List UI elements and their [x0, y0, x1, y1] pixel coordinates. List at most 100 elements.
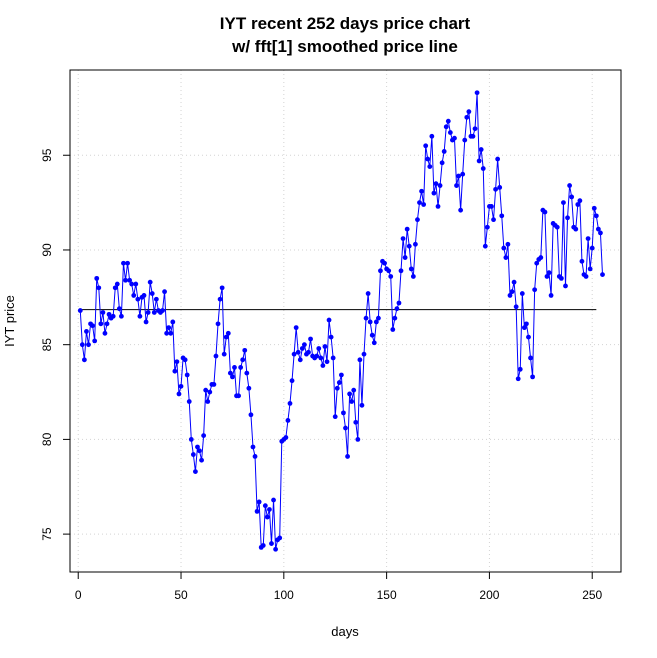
price-point	[289, 378, 295, 384]
price-point	[419, 188, 424, 194]
price-point	[190, 452, 196, 457]
price-point	[437, 183, 443, 188]
price-point	[466, 109, 472, 115]
price-point	[301, 342, 307, 348]
price-point	[217, 296, 223, 302]
price-point	[314, 353, 320, 359]
price-point	[526, 334, 531, 340]
x-tick-label: 0	[75, 588, 82, 602]
price-point	[517, 366, 523, 372]
price-point	[299, 346, 305, 351]
price-point	[544, 274, 550, 279]
price-point	[388, 274, 394, 279]
y-axis-label: IYT price	[2, 295, 17, 347]
price-point	[542, 209, 548, 215]
price-point	[493, 186, 498, 192]
price-point	[478, 147, 484, 152]
price-point	[174, 359, 180, 365]
price-point	[106, 311, 112, 317]
price-point	[244, 370, 250, 376]
price-point	[227, 370, 233, 376]
price-point	[558, 275, 564, 281]
price-point	[195, 444, 200, 450]
grid	[70, 70, 621, 572]
price-point	[503, 255, 509, 260]
price-point	[341, 410, 346, 416]
price-point	[445, 118, 451, 124]
price-point	[240, 357, 246, 363]
price-point	[472, 126, 478, 132]
price-point	[579, 258, 585, 264]
price-point	[308, 336, 313, 342]
price-point	[90, 323, 96, 329]
price-point	[439, 160, 445, 166]
price-point	[347, 391, 353, 397]
price-point	[230, 374, 235, 380]
price-point	[413, 241, 418, 247]
price-point	[320, 363, 326, 368]
price-point	[392, 315, 398, 321]
price-point	[464, 114, 470, 120]
price-point	[172, 368, 178, 374]
chart-title: IYT recent 252 days price chart	[220, 14, 471, 33]
price-point	[219, 285, 225, 291]
price-point	[86, 342, 91, 348]
price-point	[585, 236, 591, 242]
price-point	[215, 321, 221, 327]
price-point	[371, 340, 377, 346]
price-point	[271, 497, 276, 503]
price-point	[211, 382, 217, 387]
price-point	[402, 255, 408, 260]
price-point	[153, 296, 159, 302]
x-axis-label: days	[331, 624, 359, 639]
price-point	[431, 190, 437, 196]
price-point	[365, 291, 371, 296]
price-point	[484, 224, 490, 230]
x-tick-label: 200	[479, 588, 499, 602]
price-point	[246, 385, 252, 391]
price-point	[225, 330, 231, 336]
price-point	[260, 543, 266, 548]
price-point	[102, 330, 108, 336]
price-point	[480, 166, 486, 171]
y-tick-label: 90	[40, 243, 54, 257]
x-axis: 0 50 100 150 200 250	[75, 571, 603, 602]
price-point	[415, 217, 420, 223]
price-point	[406, 243, 412, 249]
price-point	[328, 334, 334, 340]
price-point	[84, 329, 89, 334]
price-point	[145, 310, 151, 315]
x-tick-label: 250	[582, 588, 602, 602]
price-point	[524, 321, 529, 327]
price-point	[168, 330, 174, 336]
price-point	[285, 418, 291, 423]
price-point	[593, 213, 599, 219]
price-point	[454, 183, 459, 188]
price-point	[176, 391, 182, 397]
price-point	[417, 200, 422, 206]
price-point	[534, 260, 540, 266]
price-point	[548, 293, 554, 298]
price-point	[92, 338, 98, 344]
price-point	[79, 342, 85, 348]
price-point	[262, 503, 268, 509]
price-point	[357, 357, 363, 363]
price-point	[343, 425, 348, 431]
price-point	[595, 226, 601, 232]
price-point	[316, 346, 322, 351]
price-point	[573, 226, 579, 232]
price-point	[336, 380, 342, 385]
price-point	[254, 508, 260, 514]
price-point	[137, 313, 143, 319]
y-tick-label: 80	[40, 432, 54, 446]
price-point	[367, 319, 373, 325]
price-point	[127, 277, 133, 283]
chart-subtitle: w/ fft[1] smoothed price line	[231, 37, 458, 56]
price-point	[456, 173, 461, 179]
price-point	[248, 412, 254, 418]
price-point	[408, 266, 414, 272]
price-point	[199, 457, 204, 463]
price-point	[355, 437, 361, 442]
x-tick-label: 50	[174, 588, 188, 602]
x-tick-label: 100	[274, 588, 294, 602]
